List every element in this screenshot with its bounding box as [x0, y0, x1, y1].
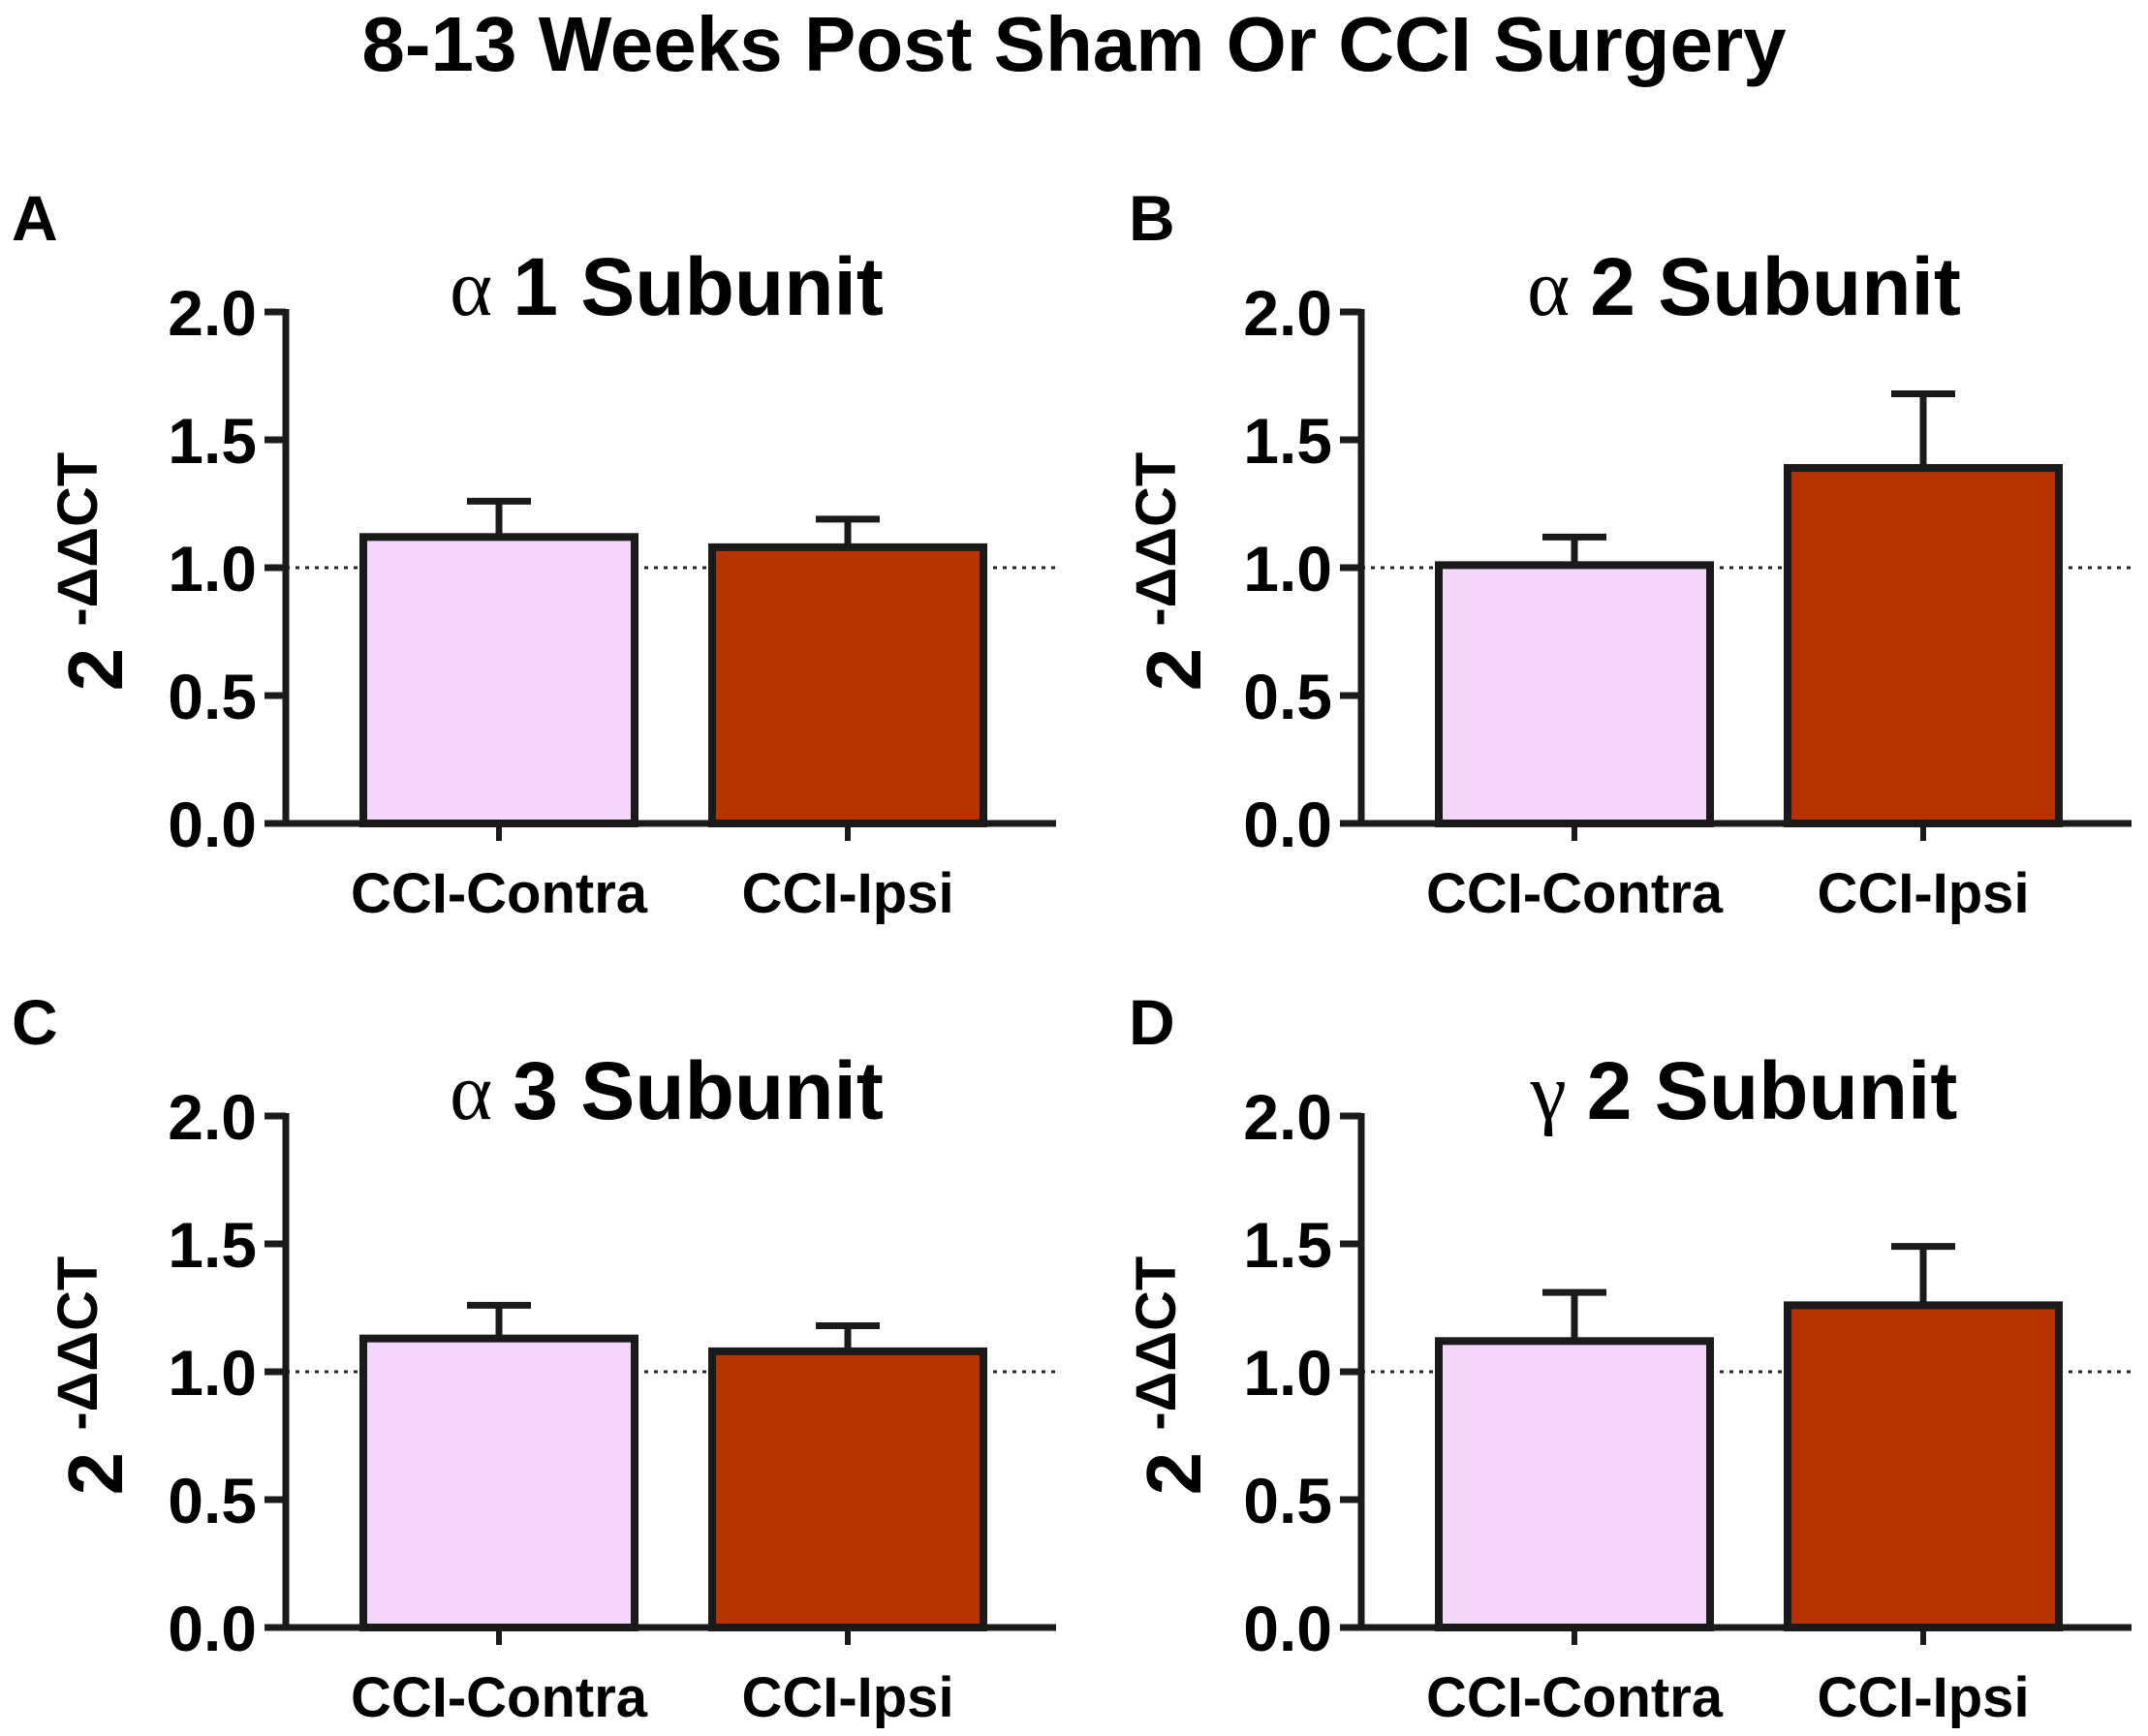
panel-b-ytick-label-2: 1.0 [1243, 533, 1332, 604]
panel-a-ytick-label-3: 1.5 [168, 405, 257, 477]
panel-c-bar-cci-ipsi [708, 1347, 987, 1631]
panel-d-ytick-label-0: 0.0 [1243, 1593, 1332, 1664]
panel-a-ytick-label-2: 1.0 [168, 533, 257, 604]
panel-c-xtick-label-1: CCI-Contra [351, 1666, 648, 1729]
panel-a-title: α 1 Subunit [450, 241, 884, 333]
panel-c-title: α 3 Subunit [450, 1045, 884, 1137]
panel-b-title: α 2 Subunit [1527, 241, 1961, 333]
panel-a-xtick-label-1: CCI-Contra [351, 862, 648, 925]
panel-c-bar-cci-contra [359, 1334, 638, 1632]
panel-c-letter: C [12, 986, 58, 1058]
panel-a-ytick-label-1: 0.5 [168, 661, 257, 732]
panel-d-letter: D [1129, 986, 1175, 1058]
panel-b-xtick-label-1: CCI-Contra [1426, 862, 1724, 925]
panel-a-ytick-label-0: 0.0 [168, 789, 257, 860]
panel-a-xtick-label-2: CCI-Ipsi [741, 862, 953, 925]
panel-c-ylabel: 2 -ΔΔCT [47, 1256, 139, 1496]
figure-title: 8-13 Weeks Post Sham Or CCI Surgery [361, 1, 1787, 87]
panel-b-ylabel: 2 -ΔΔCT [1125, 452, 1217, 692]
panel-d-ytick-label-1: 0.5 [1243, 1465, 1332, 1536]
panel-c-ytick-label-0: 0.0 [168, 1593, 257, 1664]
panel-b-ytick-label-3: 1.5 [1243, 405, 1332, 477]
panel-d-bar-cci-contra [1435, 1337, 1714, 1631]
panel-c-ytick-label-3: 1.5 [168, 1209, 257, 1281]
panel-b-bar-cci-contra [1435, 561, 1714, 827]
panel-d-xtick-label-2: CCI-Ipsi [1817, 1666, 2029, 1729]
panel-c-xtick-label-2: CCI-Ipsi [741, 1666, 953, 1729]
panel-c-ytick-label-4: 2.0 [168, 1081, 257, 1153]
panel-c-ytick-label-1: 0.5 [168, 1465, 257, 1536]
panel-d-bar-cci-ipsi [1784, 1301, 2063, 1631]
panel-b-ytick-label-0: 0.0 [1243, 789, 1332, 860]
panel-d-ylabel: 2 -ΔΔCT [1125, 1256, 1217, 1496]
panel-a-bar-cci-contra [359, 533, 638, 827]
panel-d-title: γ 2 Subunit [1530, 1045, 1958, 1137]
panel-b-ytick-label-1: 0.5 [1243, 661, 1332, 732]
panel-d-ytick-label-4: 2.0 [1243, 1081, 1332, 1153]
panel-d-ytick-label-3: 1.5 [1243, 1209, 1332, 1281]
panel-c-ytick-label-2: 1.0 [168, 1337, 257, 1409]
panel-a-ylabel: 2 -ΔΔCT [47, 452, 139, 692]
panel-b-bar-cci-ipsi [1784, 464, 2063, 827]
panel-a-letter: A [12, 182, 58, 254]
panel-d-xtick-label-1: CCI-Contra [1426, 1666, 1724, 1729]
panel-b-letter: B [1129, 182, 1175, 254]
panel-a-ytick-label-4: 2.0 [168, 277, 257, 349]
panel-b-ytick-label-4: 2.0 [1243, 277, 1332, 349]
panel-b-xtick-label-2: CCI-Ipsi [1817, 862, 2029, 925]
panel-a-bar-cci-ipsi [708, 542, 987, 827]
panel-d-ytick-label-2: 1.0 [1243, 1337, 1332, 1409]
